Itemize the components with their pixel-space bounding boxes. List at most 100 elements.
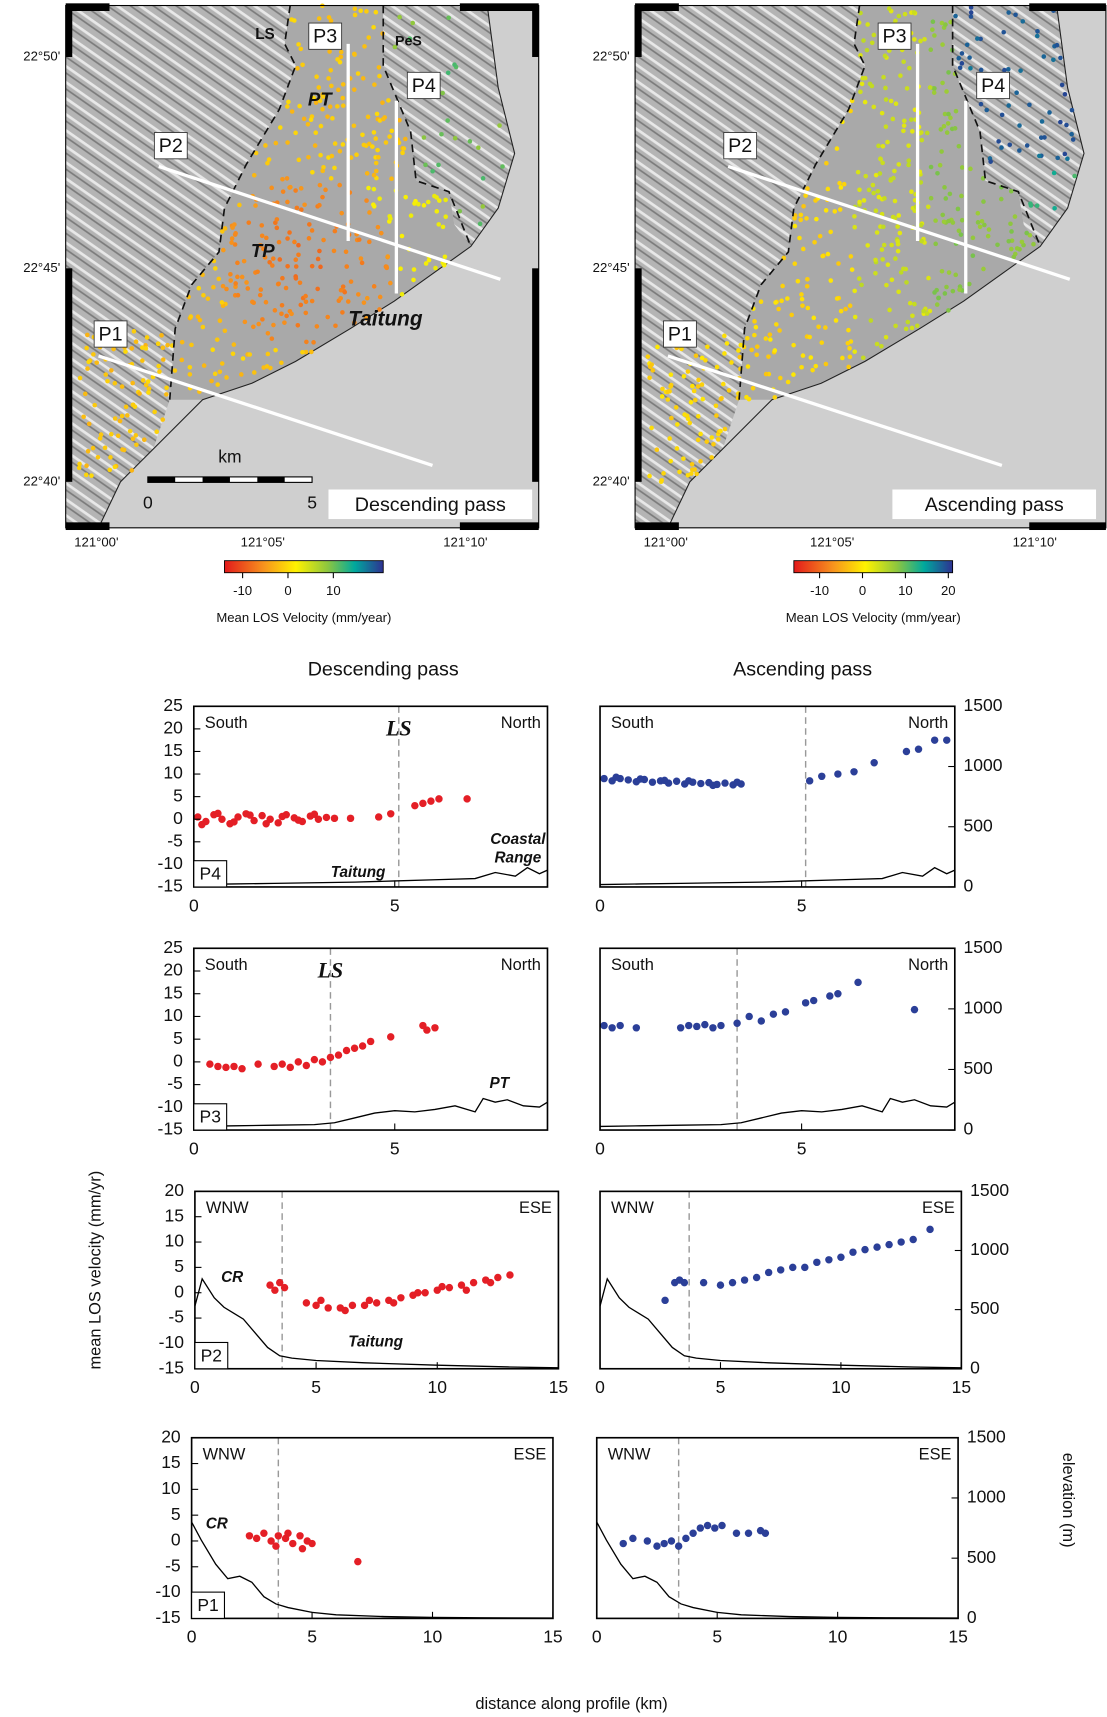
map-dot	[216, 276, 222, 282]
map-dot	[439, 131, 444, 137]
panel-label: P2	[201, 1345, 222, 1365]
x-tick-label: 10	[828, 1627, 848, 1647]
map-dot	[338, 295, 343, 301]
y-tick-label: 10	[164, 1231, 184, 1251]
map-dot	[317, 98, 323, 104]
map-dot	[86, 359, 91, 365]
map-dot	[832, 209, 838, 214]
x-tick-label: 0	[189, 1138, 199, 1158]
map-dot	[813, 363, 819, 369]
map-dot	[289, 109, 295, 114]
data-point	[506, 1271, 514, 1279]
map-dot	[320, 94, 326, 99]
map-dot	[953, 108, 959, 114]
profile-label: P4	[981, 75, 1005, 97]
map-dot	[901, 128, 906, 134]
map-dot	[792, 215, 797, 221]
map-dot	[645, 354, 651, 359]
data-point	[326, 1053, 335, 1062]
map-dot	[251, 300, 256, 306]
map-dot	[906, 143, 911, 148]
map-dot	[866, 187, 872, 193]
map-dot	[1058, 119, 1063, 125]
map-dot	[816, 324, 821, 330]
x-tick-label: 5	[390, 1138, 400, 1158]
map-dot	[288, 184, 293, 190]
map-dot	[352, 320, 357, 325]
map-dot	[500, 164, 505, 169]
map-label: PeS	[395, 33, 422, 49]
map-dot	[690, 467, 695, 472]
map-dot	[950, 288, 956, 294]
map-dot	[944, 89, 949, 94]
map-dot	[785, 379, 791, 385]
map-dot	[272, 308, 278, 313]
map-dot	[375, 147, 380, 153]
map-dot	[752, 332, 757, 338]
map-dot	[377, 307, 382, 312]
data-point	[230, 818, 238, 826]
fault-label: LS	[317, 957, 344, 982]
map-dot	[868, 318, 874, 323]
data-point	[260, 1529, 268, 1537]
map-dot	[877, 171, 883, 176]
map-dot	[880, 143, 886, 149]
map-dot	[1070, 137, 1076, 142]
map-dot	[882, 196, 887, 201]
data-point	[314, 815, 323, 823]
map-dot	[371, 202, 376, 207]
map-dot	[258, 242, 263, 248]
map-dot	[179, 339, 185, 345]
panel-box	[193, 1103, 228, 1131]
map-dot	[311, 340, 316, 345]
annotation: Range	[495, 850, 542, 867]
profile-line	[727, 164, 1071, 281]
map-dot	[434, 209, 440, 214]
map-dot	[722, 426, 728, 432]
map-dot	[890, 116, 896, 122]
map-dot	[140, 378, 146, 383]
map-dot	[849, 267, 855, 272]
map-dot	[1051, 57, 1056, 63]
map-dot	[389, 176, 394, 182]
data-point	[486, 1278, 495, 1287]
map-dot	[857, 187, 862, 193]
y-tick-label: 10	[163, 1005, 183, 1025]
data-point	[308, 1539, 316, 1548]
map-dot	[297, 280, 303, 286]
map-dot	[647, 473, 652, 479]
map-dot	[265, 330, 271, 336]
map-dot	[411, 267, 417, 272]
map-dot	[799, 292, 804, 297]
map-dot	[371, 172, 377, 178]
map-dot	[709, 435, 715, 440]
data-point	[198, 820, 206, 829]
map-dot	[284, 176, 290, 181]
map-dot	[858, 53, 863, 58]
map-dot	[352, 6, 358, 12]
map-dot	[384, 264, 389, 270]
map-dot	[774, 322, 779, 327]
map-dot	[242, 319, 248, 325]
map-dot	[693, 353, 699, 359]
map-dot	[299, 207, 304, 213]
map-dot	[285, 236, 290, 241]
profile-label: P1	[99, 323, 123, 345]
data-point	[284, 1529, 292, 1537]
map-dot	[903, 326, 909, 332]
map-dot	[847, 303, 853, 309]
map-dot	[984, 107, 990, 113]
map-label: PT	[308, 89, 333, 110]
map-dot	[879, 343, 884, 349]
map-dot	[695, 384, 701, 389]
map-dot	[873, 208, 879, 214]
x-tick-label: 10	[831, 1377, 851, 1397]
data-point	[744, 1529, 753, 1537]
map-dot	[1034, 33, 1040, 39]
map-dot	[912, 301, 917, 307]
map-dot	[881, 74, 886, 80]
map-dot	[303, 299, 309, 305]
map-dot	[799, 364, 804, 370]
y-tick-label: 0	[173, 1051, 183, 1071]
map-dot	[266, 157, 272, 162]
